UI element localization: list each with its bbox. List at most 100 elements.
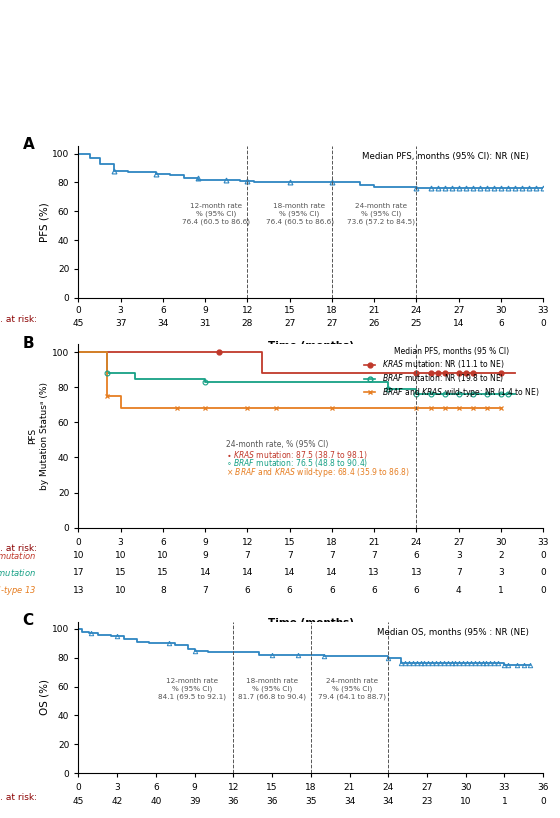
Text: No. at risk:: No. at risk: <box>0 316 36 325</box>
Text: $\it{BRAF}$ and $\it{KRAS}$ wild-type 13: $\it{BRAF}$ and $\it{KRAS}$ wild-type 13 <box>0 583 36 596</box>
Text: 15: 15 <box>284 307 296 316</box>
Text: 9: 9 <box>202 538 208 547</box>
Y-axis label: PFS (%): PFS (%) <box>39 202 49 242</box>
Text: 40: 40 <box>150 798 161 807</box>
Text: 10: 10 <box>157 551 169 560</box>
Text: 27: 27 <box>326 319 338 328</box>
Text: 6: 6 <box>245 586 250 595</box>
Text: 17: 17 <box>73 569 84 578</box>
Text: 45: 45 <box>73 319 84 328</box>
Text: 1: 1 <box>498 586 504 595</box>
Text: 34: 34 <box>157 319 169 328</box>
Text: 7: 7 <box>245 551 250 560</box>
Text: 18: 18 <box>305 784 316 793</box>
Text: 0: 0 <box>76 538 81 547</box>
Text: 12: 12 <box>242 307 253 316</box>
Text: 21: 21 <box>368 538 380 547</box>
Text: 31: 31 <box>199 319 211 328</box>
Text: 0: 0 <box>540 551 546 560</box>
Text: $\times$ $\it{BRAF}$ and $\it{KRAS}$ wild-type: 68.4 (35.9 to 86.8): $\times$ $\it{BRAF}$ and $\it{KRAS}$ wil… <box>226 466 410 479</box>
Text: 2: 2 <box>498 551 504 560</box>
Text: 23: 23 <box>421 798 433 807</box>
Text: 3: 3 <box>118 538 124 547</box>
Text: 9: 9 <box>202 307 208 316</box>
Text: 27: 27 <box>453 538 464 547</box>
Text: 24: 24 <box>411 538 422 547</box>
Text: 14: 14 <box>242 569 253 578</box>
Text: 12-month rate
% (95% CI)
84.1 (69.5 to 92.1): 12-month rate % (95% CI) 84.1 (69.5 to 9… <box>158 678 226 700</box>
Text: 18: 18 <box>326 538 338 547</box>
Text: 3: 3 <box>118 307 124 316</box>
Text: 6: 6 <box>329 586 335 595</box>
Text: $\circ$ $\it{BRAF}$ mutation: 76.5 (48.8 to 90.4): $\circ$ $\it{BRAF}$ mutation: 76.5 (48.8… <box>226 457 368 470</box>
Text: 15: 15 <box>267 784 278 793</box>
Text: 10: 10 <box>115 586 127 595</box>
Text: 13: 13 <box>73 586 84 595</box>
Text: 7: 7 <box>456 569 461 578</box>
Text: $\bullet$ $\it{KRAS}$ mutation: 87.5 (38.7 to 98.1): $\bullet$ $\it{KRAS}$ mutation: 87.5 (38… <box>226 449 368 461</box>
Text: 6: 6 <box>498 319 504 328</box>
Text: 39: 39 <box>189 798 200 807</box>
Text: 3: 3 <box>114 784 120 793</box>
Text: 25: 25 <box>410 319 422 328</box>
Text: $\it{BRAF}$ mutation: $\it{BRAF}$ mutation <box>0 567 36 578</box>
Text: 6: 6 <box>414 586 419 595</box>
Text: 9: 9 <box>192 784 198 793</box>
Text: 10: 10 <box>73 551 84 560</box>
Text: 30: 30 <box>495 307 507 316</box>
Text: 0: 0 <box>76 307 81 316</box>
Text: 9: 9 <box>202 551 208 560</box>
Text: 12: 12 <box>228 784 239 793</box>
Text: 15: 15 <box>115 569 127 578</box>
Text: 3: 3 <box>456 551 461 560</box>
Text: 0: 0 <box>540 569 546 578</box>
Text: 28: 28 <box>242 319 253 328</box>
Text: 24-month rate, % (95% CI): 24-month rate, % (95% CI) <box>226 440 329 449</box>
Text: 33: 33 <box>499 784 510 793</box>
Text: 7: 7 <box>287 551 292 560</box>
Text: 14: 14 <box>453 319 464 328</box>
Text: No. at risk:: No. at risk: <box>0 544 36 553</box>
Text: C: C <box>22 613 34 627</box>
Text: 3: 3 <box>498 569 504 578</box>
Text: B: B <box>22 336 34 351</box>
Legend: $\it{KRAS}$ mutation: NR (11.1 to NE), $\it{BRAF}$ mutation: NR (19.8 to NE), $\: $\it{KRAS}$ mutation: NR (11.1 to NE), $… <box>364 348 539 399</box>
Text: 7: 7 <box>329 551 335 560</box>
Text: 24: 24 <box>411 307 422 316</box>
Text: 8: 8 <box>160 586 166 595</box>
Text: 30: 30 <box>460 784 472 793</box>
Text: 10: 10 <box>460 798 472 807</box>
Text: $\it{KRAS}$ mutation: $\it{KRAS}$ mutation <box>0 550 36 561</box>
Text: 18: 18 <box>326 307 338 316</box>
Text: 21: 21 <box>344 784 355 793</box>
Text: 6: 6 <box>160 307 166 316</box>
Text: 33: 33 <box>538 538 549 547</box>
Text: 6: 6 <box>371 586 377 595</box>
Text: 14: 14 <box>326 569 338 578</box>
Text: 26: 26 <box>368 319 380 328</box>
Text: 45: 45 <box>73 798 84 807</box>
Text: 24-month rate
% (95% CI)
79.4 (64.1 to 88.7): 24-month rate % (95% CI) 79.4 (64.1 to 8… <box>318 678 386 700</box>
Text: 34: 34 <box>344 798 355 807</box>
Text: 12: 12 <box>242 538 253 547</box>
Text: 21: 21 <box>368 307 380 316</box>
Text: 37: 37 <box>115 319 127 328</box>
Text: 34: 34 <box>382 798 394 807</box>
Text: 1: 1 <box>502 798 507 807</box>
Text: 0: 0 <box>540 798 546 807</box>
Text: 15: 15 <box>284 538 296 547</box>
Text: 27: 27 <box>284 319 295 328</box>
Y-axis label: PFS
by Mutation Statusᵃ (%): PFS by Mutation Statusᵃ (%) <box>29 381 49 490</box>
Text: 4: 4 <box>456 586 461 595</box>
Text: 6: 6 <box>414 551 419 560</box>
Y-axis label: OS (%): OS (%) <box>39 679 49 716</box>
Text: 36: 36 <box>227 798 239 807</box>
Text: 7: 7 <box>371 551 377 560</box>
Text: 14: 14 <box>199 569 211 578</box>
Text: 35: 35 <box>305 798 316 807</box>
Text: 0: 0 <box>76 784 81 793</box>
Text: 18-month rate
% (95% CI)
81.7 (66.8 to 90.4): 18-month rate % (95% CI) 81.7 (66.8 to 9… <box>238 678 306 700</box>
Text: Median OS, months (95% : NR (NE): Median OS, months (95% : NR (NE) <box>377 627 529 636</box>
Text: 27: 27 <box>421 784 433 793</box>
Text: 24: 24 <box>382 784 394 793</box>
